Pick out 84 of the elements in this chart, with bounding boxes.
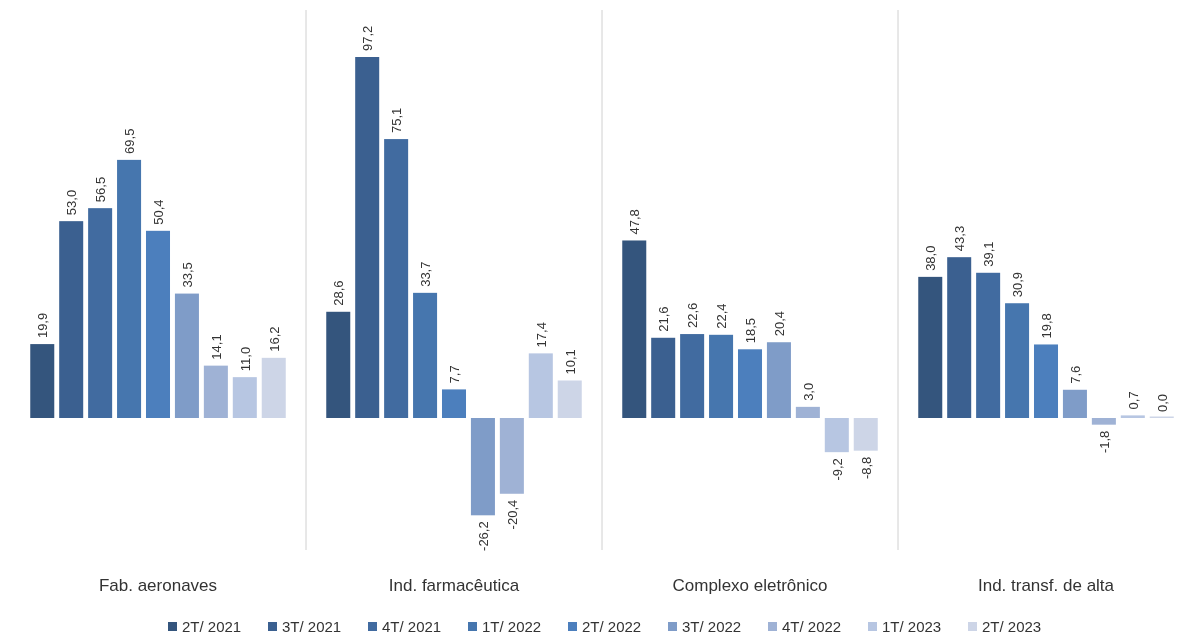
legend-label: 2T/ 2023 bbox=[982, 618, 1042, 635]
data-label: 22,6 bbox=[685, 302, 701, 329]
data-label: 19,9 bbox=[35, 312, 51, 339]
data-label: 14,1 bbox=[208, 334, 224, 360]
data-label: 16,2 bbox=[266, 326, 282, 352]
bar bbox=[355, 57, 380, 418]
legend-label: 3T/ 2021 bbox=[282, 618, 342, 635]
bar bbox=[203, 365, 228, 418]
data-label: 20,4 bbox=[771, 310, 787, 337]
bar bbox=[261, 357, 286, 418]
bar bbox=[680, 334, 705, 418]
data-label: 33,7 bbox=[418, 261, 434, 287]
bar bbox=[145, 230, 171, 418]
data-label: 38,0 bbox=[923, 245, 939, 271]
data-label: 69,5 bbox=[122, 128, 138, 154]
bar bbox=[1120, 415, 1145, 418]
data-label: -26,2 bbox=[475, 521, 491, 551]
data-label: 56,5 bbox=[93, 176, 109, 203]
data-label: -9,2 bbox=[829, 458, 845, 481]
data-label: 97,2 bbox=[360, 25, 376, 51]
bar bbox=[326, 311, 351, 418]
data-label: 47,8 bbox=[627, 209, 643, 235]
legend-label: 2T/ 2021 bbox=[182, 618, 242, 635]
data-label: 7,6 bbox=[1067, 365, 1083, 384]
legend-label: 2T/ 2022 bbox=[582, 618, 642, 635]
data-label: -20,4 bbox=[504, 499, 520, 530]
bar bbox=[795, 406, 820, 418]
bar bbox=[918, 276, 943, 418]
data-label: 33,5 bbox=[179, 262, 195, 288]
data-label: 3,0 bbox=[800, 382, 816, 401]
bar bbox=[766, 342, 791, 418]
legend-label: 3T/ 2022 bbox=[682, 618, 742, 635]
data-label: 11,0 bbox=[237, 346, 253, 372]
legend-label: 4T/ 2021 bbox=[382, 618, 442, 635]
bar bbox=[232, 377, 257, 418]
x-tick-label: Complexo eletrônico bbox=[672, 576, 828, 595]
data-label: 10,1 bbox=[562, 349, 578, 375]
bar bbox=[30, 344, 55, 418]
data-label: -8,8 bbox=[858, 456, 874, 480]
bar bbox=[59, 221, 84, 418]
data-label: -1,8 bbox=[1096, 430, 1112, 454]
bar bbox=[709, 334, 734, 418]
data-label: 0,0 bbox=[1154, 393, 1170, 412]
x-tick-label: Ind. farmacêutica bbox=[388, 576, 520, 595]
legend-label: 1T/ 2022 bbox=[482, 618, 542, 635]
data-label: 75,1 bbox=[389, 107, 405, 134]
bar bbox=[1091, 418, 1116, 425]
bar bbox=[384, 139, 409, 418]
bar bbox=[528, 353, 553, 418]
data-label: 53,0 bbox=[64, 189, 80, 216]
data-label: 30,9 bbox=[1010, 271, 1026, 298]
bar bbox=[976, 272, 1001, 418]
data-label: 21,6 bbox=[656, 306, 672, 332]
data-label: 19,8 bbox=[1039, 313, 1054, 339]
data-label: 50,4 bbox=[151, 199, 166, 225]
bar bbox=[824, 418, 849, 453]
legend-label: 4T/ 2022 bbox=[782, 618, 842, 635]
data-label: 17,4 bbox=[533, 322, 549, 348]
x-tick-label: Fab. aeronaves bbox=[98, 576, 218, 595]
data-label: 39,1 bbox=[981, 241, 997, 267]
bar bbox=[737, 349, 763, 418]
data-label: 22,4 bbox=[714, 303, 730, 329]
bar bbox=[853, 418, 878, 451]
bar bbox=[622, 240, 647, 418]
bar bbox=[947, 257, 972, 418]
bar bbox=[413, 292, 438, 418]
data-label: 43,3 bbox=[952, 225, 968, 252]
bar bbox=[499, 418, 524, 494]
bar bbox=[557, 380, 582, 418]
bar bbox=[117, 159, 142, 418]
bar bbox=[470, 418, 495, 516]
data-label: 0,7 bbox=[1125, 391, 1141, 410]
x-tick-label: Ind. transf. de alta bbox=[977, 576, 1115, 595]
bar bbox=[651, 337, 676, 418]
bar bbox=[1062, 389, 1087, 418]
bar bbox=[1033, 344, 1059, 418]
data-label: 28,6 bbox=[331, 280, 347, 306]
bar bbox=[174, 293, 199, 418]
data-label: 18,5 bbox=[743, 317, 758, 344]
bar bbox=[1005, 303, 1030, 418]
data-label: 7,7 bbox=[447, 365, 462, 384]
bar bbox=[441, 389, 467, 418]
legend-label: 1T/ 2023 bbox=[882, 618, 942, 635]
bar bbox=[88, 208, 113, 418]
